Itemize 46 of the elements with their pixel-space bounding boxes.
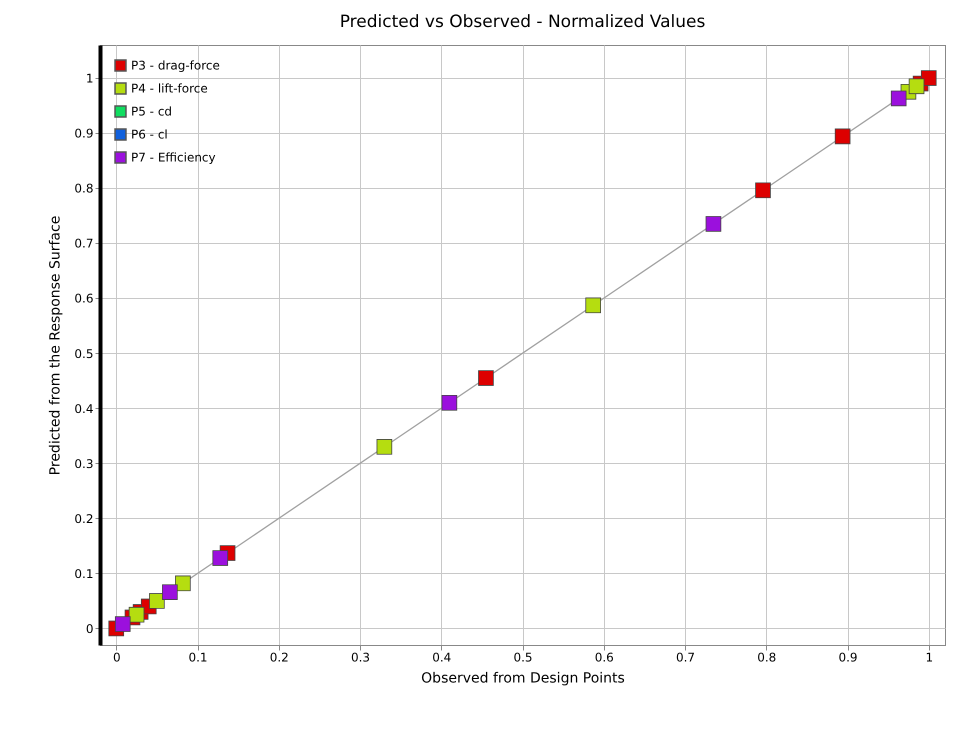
- x-tick-label: 0.1: [188, 650, 208, 664]
- y-tick-label: 0.2: [74, 512, 94, 526]
- y-tick-label: 0.7: [74, 236, 94, 251]
- legend-label: P7 - Efficiency: [131, 150, 216, 164]
- legend-label: P4 - lift-force: [131, 82, 208, 96]
- point: [834, 128, 850, 144]
- y-tick-label: 1: [86, 72, 94, 86]
- x-tick-label: 0.5: [513, 650, 533, 664]
- y-tick-label: 0.8: [74, 182, 94, 196]
- x-tick-label: 0.3: [350, 650, 370, 664]
- y-axis-title: Predicted from the Response Surface: [47, 216, 64, 476]
- x-tick-label: 1: [925, 650, 934, 664]
- point: [442, 394, 458, 411]
- x-tick-label: 0: [112, 650, 121, 664]
- point: [755, 182, 771, 198]
- x-tick-label: 0.2: [270, 650, 289, 664]
- point: [128, 606, 144, 623]
- y-tick-label: 0.5: [74, 346, 94, 361]
- y-tick-label: 0.3: [74, 456, 94, 471]
- chart-title: Predicted vs Observed - Normalized Values: [340, 12, 706, 32]
- point: [920, 70, 937, 86]
- y-tick-label: 0.9: [74, 126, 94, 141]
- x-axis-title: Observed from Design Points: [421, 670, 625, 686]
- y-tick-label: 0.1: [74, 566, 94, 581]
- x-tick-label: 0.8: [757, 650, 776, 664]
- y-tick-label: 0: [86, 622, 94, 636]
- legend-label: P5 - cd: [131, 104, 172, 118]
- point: [908, 78, 924, 94]
- point: [478, 370, 494, 386]
- point: [376, 439, 392, 455]
- point: [706, 216, 722, 232]
- point: [890, 90, 907, 106]
- x-tick-label: 0.7: [676, 650, 696, 664]
- point: [114, 616, 131, 632]
- y-tick-label: 0.4: [74, 402, 94, 416]
- y-tick-label: 0.6: [74, 292, 94, 306]
- legend-label: P6 - cl: [131, 128, 168, 142]
- x-tick-label: 0.9: [838, 650, 858, 664]
- x-tick-label: 0.6: [594, 650, 614, 664]
- point: [149, 593, 165, 609]
- point: [585, 298, 602, 314]
- x-tick-label: 0.4: [432, 650, 452, 664]
- point: [162, 584, 178, 600]
- point: [212, 550, 228, 566]
- point: [175, 576, 191, 592]
- legend-label: P3 - drag-force: [131, 58, 220, 72]
